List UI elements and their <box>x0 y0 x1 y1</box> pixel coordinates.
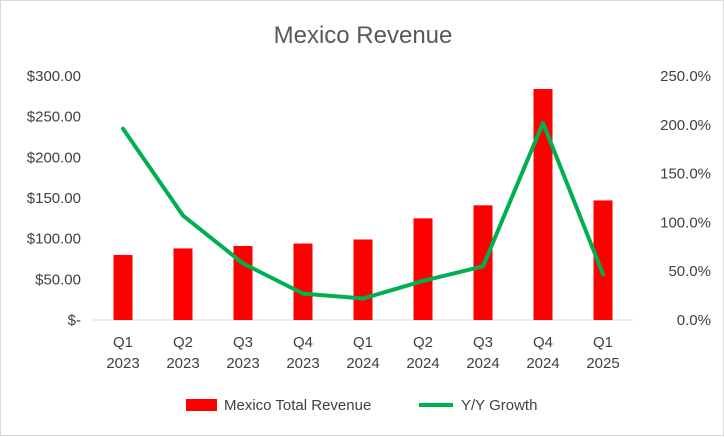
legend-bar-label: Mexico Total Revenue <box>224 397 371 414</box>
revenue-bar <box>174 248 193 320</box>
left-tick-label: $300.00 <box>27 68 81 85</box>
x-tick-quarter: Q4 <box>293 334 313 351</box>
right-axis-ticks: 0.0% 50.0% 100.0% 150.0% 200.0% 250.0% <box>660 68 711 329</box>
x-tick-year: 2024 <box>466 355 499 372</box>
x-tick-year: 2024 <box>346 355 379 372</box>
revenue-bar <box>414 218 433 320</box>
left-tick-label: $100.00 <box>27 231 81 248</box>
left-tick-label: $- <box>68 312 81 329</box>
right-tick-label: 0.0% <box>677 312 711 329</box>
x-tick-quarter: Q4 <box>533 334 553 351</box>
x-tick-year: 2024 <box>526 355 559 372</box>
x-tick-quarter: Q1 <box>593 334 613 351</box>
right-tick-label: 100.0% <box>660 214 711 231</box>
revenue-bar <box>294 244 313 320</box>
revenue-bar <box>354 239 373 320</box>
x-tick-quarter: Q1 <box>113 334 133 351</box>
revenue-bars <box>114 89 613 320</box>
left-axis-ticks: $- $50.00 $100.00 $150.00 $200.00 $250.00 $300… <box>27 68 81 329</box>
x-tick-year: 2024 <box>406 355 439 372</box>
x-tick-quarter: Q3 <box>233 334 253 351</box>
x-axis-ticks: Q1 2023 Q2 2023 Q3 2023 Q4 2023 Q1 2024 Q2 2024 Q3 20… <box>106 334 619 372</box>
x-tick-quarter: Q2 <box>173 334 193 351</box>
left-tick-label: $150.00 <box>27 190 81 207</box>
legend: Mexico Total Revenue Y/Y Growth <box>186 397 537 414</box>
x-tick-year: 2023 <box>286 355 319 372</box>
revenue-bar <box>114 255 133 320</box>
x-tick-quarter: Q2 <box>413 334 433 351</box>
x-tick-year: 2023 <box>106 355 139 372</box>
left-tick-label: $200.00 <box>27 149 81 166</box>
x-tick-year: 2023 <box>166 355 199 372</box>
x-tick-year: 2023 <box>226 355 259 372</box>
right-tick-label: 250.0% <box>660 68 711 85</box>
chart-title: Mexico Revenue <box>274 22 453 49</box>
x-tick-quarter: Q3 <box>473 334 493 351</box>
right-tick-label: 200.0% <box>660 117 711 134</box>
legend-bar-swatch <box>186 399 217 411</box>
right-tick-label: 150.0% <box>660 166 711 183</box>
right-tick-label: 50.0% <box>668 263 711 280</box>
left-tick-label: $50.00 <box>35 271 81 288</box>
x-tick-year: 2025 <box>586 355 619 372</box>
left-tick-label: $250.00 <box>27 109 81 126</box>
x-tick-quarter: Q1 <box>353 334 373 351</box>
legend-line-label: Y/Y Growth <box>461 397 537 414</box>
